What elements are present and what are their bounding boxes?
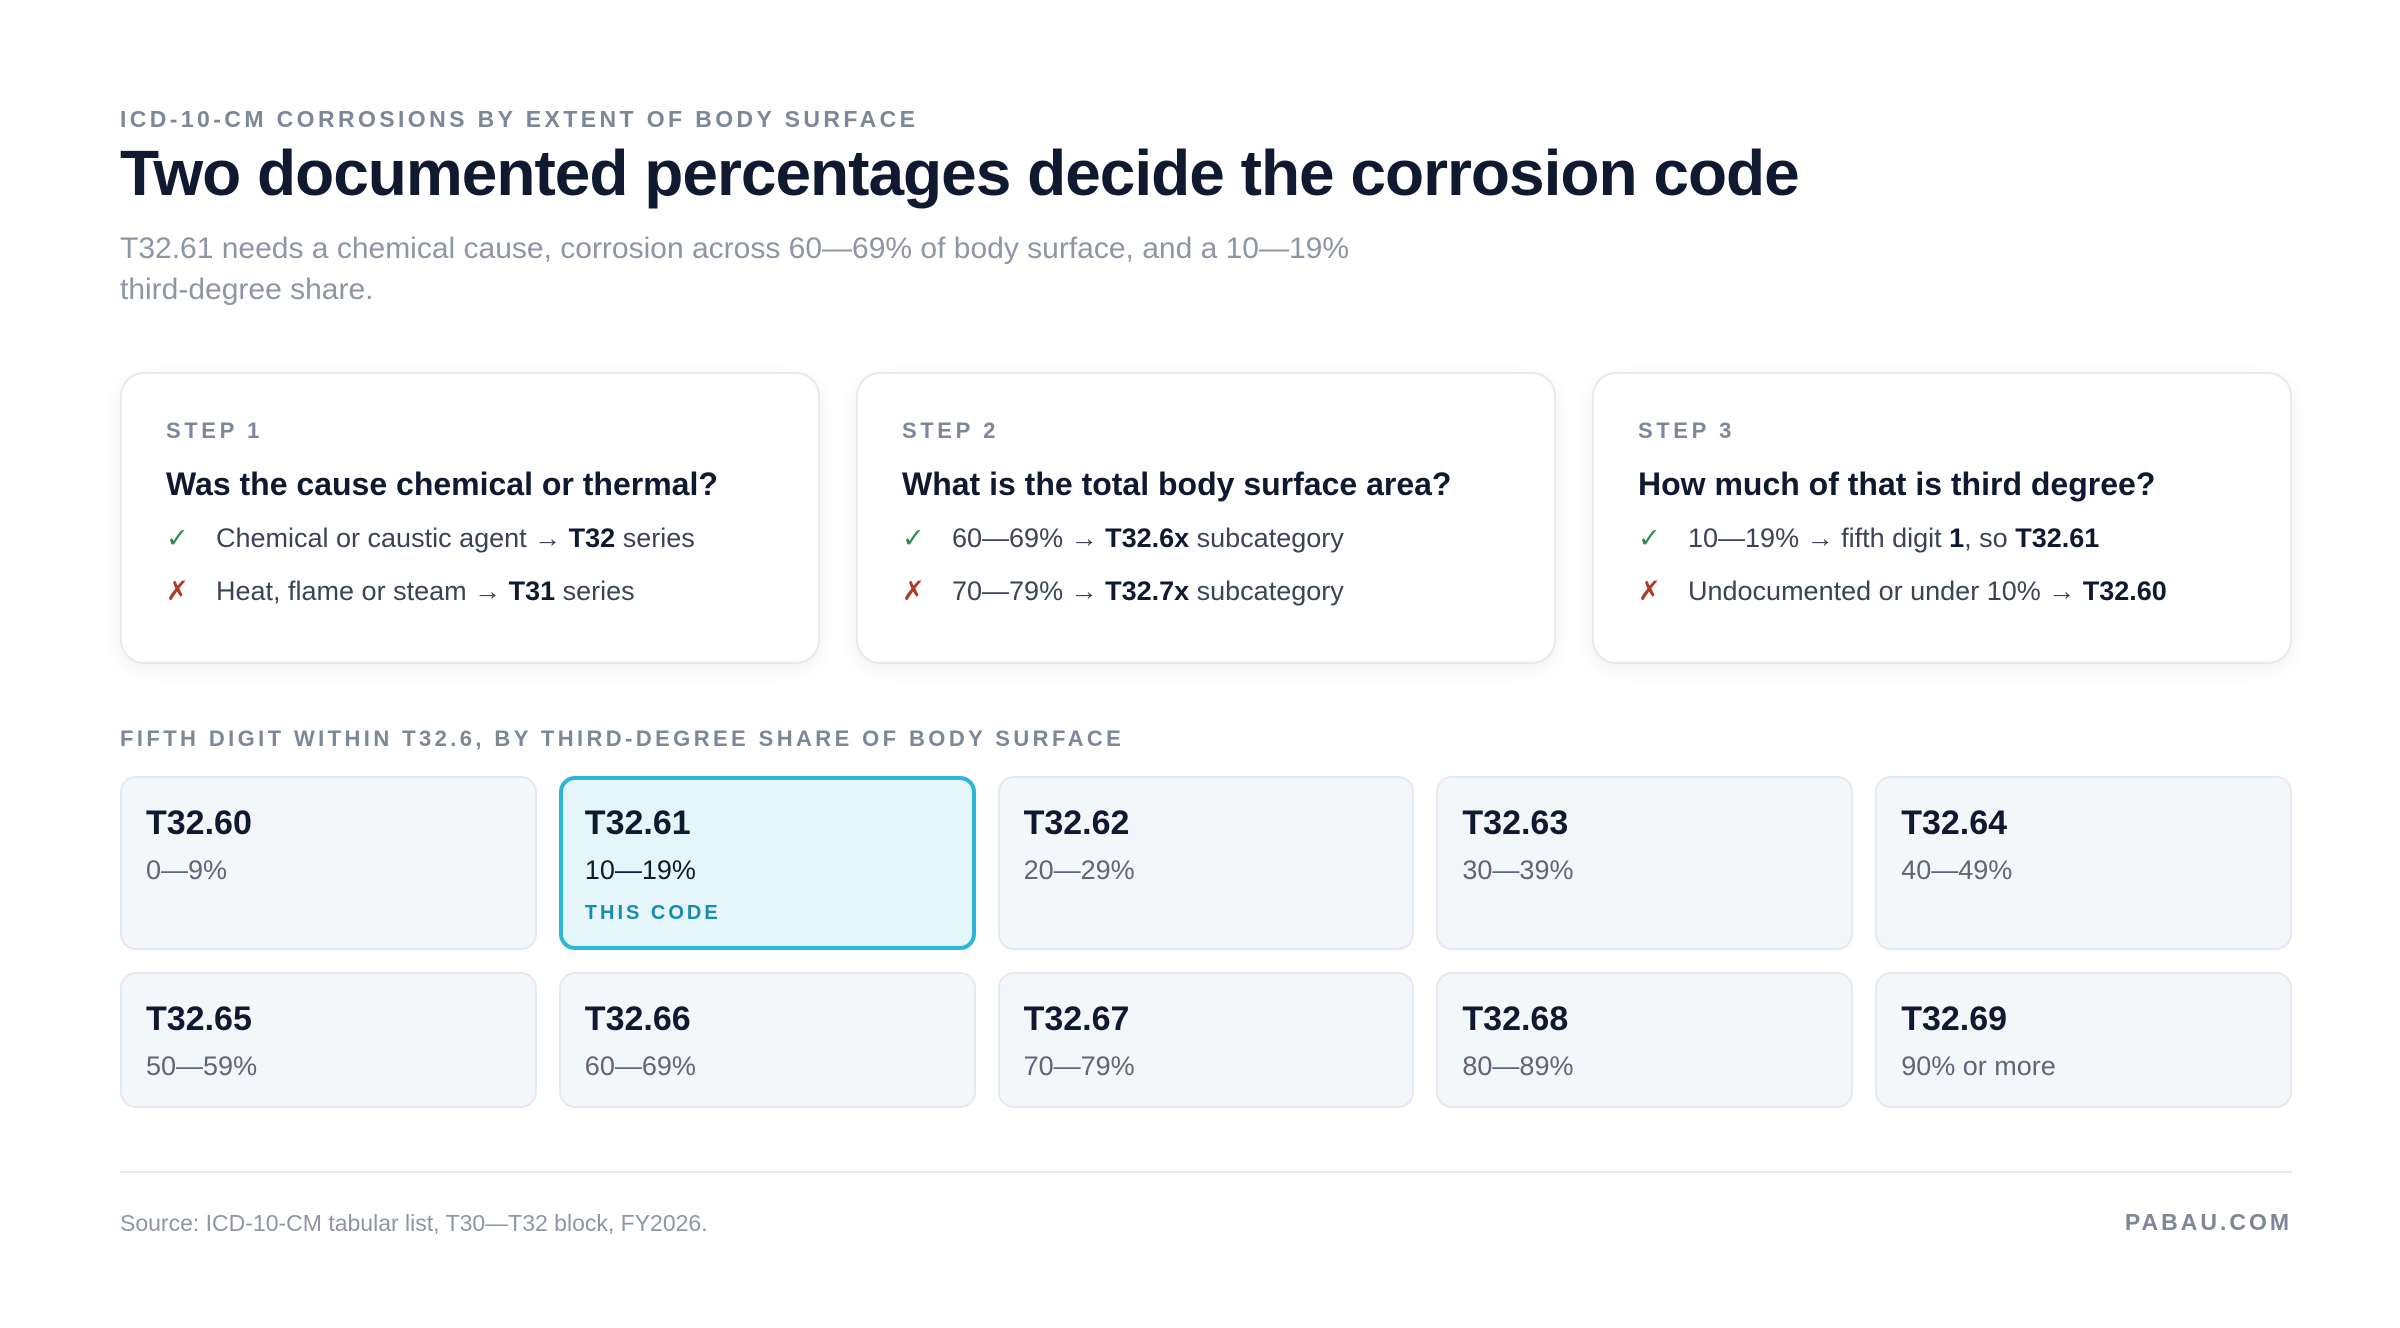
cross-icon: ✗ xyxy=(166,576,189,606)
code-value: T32.68 xyxy=(1462,1000,1569,1038)
step-label: STEP 2 xyxy=(902,418,1000,443)
option-text: Chemical or caustic agent → T32 series xyxy=(216,523,695,553)
option-text: Heat, flame or steam → T31 series xyxy=(216,576,635,606)
code-range: 20—29% xyxy=(1023,855,1135,885)
code-value: T32.64 xyxy=(1901,804,2008,842)
eyebrow: ICD-10-CM CORROSIONS BY EXTENT OF BODY S… xyxy=(120,106,919,132)
step-option: ✓ 10—19% → fifth digit 1, so T32.61 xyxy=(1638,523,2246,554)
step-question: Was the cause chemical or thermal? xyxy=(166,466,718,502)
option-text: 70—79% → T32.7x subcategory xyxy=(952,576,1344,606)
option-text: Undocumented or under 10% → T32.60 xyxy=(1688,576,2167,606)
step-question: What is the total body surface area? xyxy=(902,466,1452,502)
code-cell: T32.62 20—29% xyxy=(997,776,1415,950)
grid-label: FIFTH DIGIT WITHIN T32.6, BY THIRD-DEGRE… xyxy=(120,726,1125,751)
step-card-3: STEP 3 How much of that is third degree?… xyxy=(1592,372,2292,664)
code-range: 80—89% xyxy=(1462,1051,1574,1081)
code-row: T32.60 0—9% T32.61 10—19% THIS CODE T32.… xyxy=(120,776,2292,950)
step-option: ✓ Chemical or caustic agent → T32 series xyxy=(166,523,774,554)
code-range: 0—9% xyxy=(146,855,228,885)
page-title: Two documented percentages decide the co… xyxy=(120,137,1800,209)
code-range: 50—59% xyxy=(146,1051,258,1081)
step-option: ✗ Heat, flame or steam → T31 series xyxy=(166,576,774,607)
page-subtitle: T32.61 needs a chemical cause, corrosion… xyxy=(120,232,1350,306)
steps-panel: STEP 1 Was the cause chemical or thermal… xyxy=(120,372,2292,664)
code-cell: T32.64 40—49% xyxy=(1875,776,2292,950)
code-range: 90% or more xyxy=(1901,1051,2056,1081)
code-cell: T32.65 50—59% xyxy=(120,972,537,1108)
code-value: T32.67 xyxy=(1023,1000,1130,1038)
check-icon: ✓ xyxy=(166,523,189,553)
code-row: T32.65 50—59% T32.66 60—69% T32.67 70—79… xyxy=(120,972,2292,1108)
code-cell: T32.60 0—9% xyxy=(120,776,537,950)
this-code-badge: THIS CODE xyxy=(584,902,721,924)
code-value: T32.61 xyxy=(584,804,691,842)
code-cell: T32.69 90% or more xyxy=(1875,972,2292,1108)
step-option: ✓ 60—69% → T32.6x subcategory xyxy=(902,523,1510,554)
code-grid: T32.60 0—9% T32.61 10—19% THIS CODE T32.… xyxy=(120,776,2292,1108)
code-value: T32.62 xyxy=(1023,804,1130,842)
code-value: T32.65 xyxy=(146,1000,252,1038)
code-value: T32.66 xyxy=(584,1000,691,1038)
step-question: How much of that is third degree? xyxy=(1638,466,2156,502)
code-value: T32.60 xyxy=(146,804,252,842)
code-range: 60—69% xyxy=(584,1051,696,1081)
step-label: STEP 3 xyxy=(1638,418,1736,443)
source-note: Source: ICD-10-CM tabular list, T30—T32 … xyxy=(120,1210,708,1236)
brand-link[interactable]: PABAU.COM xyxy=(2124,1209,2292,1235)
code-range: 30—39% xyxy=(1462,855,1574,885)
code-cell: T32.66 60—69% xyxy=(558,972,976,1108)
step-option: ✗ 70—79% → T32.7x subcategory xyxy=(902,576,1510,607)
step-card-1: STEP 1 Was the cause chemical or thermal… xyxy=(120,372,820,664)
step-label: STEP 1 xyxy=(166,418,264,443)
check-icon: ✓ xyxy=(1638,523,1661,553)
code-value: T32.69 xyxy=(1901,1000,2008,1038)
check-icon: ✓ xyxy=(902,523,925,553)
cross-icon: ✗ xyxy=(1638,576,1661,606)
footer-divider xyxy=(120,1171,2292,1173)
code-range: 40—49% xyxy=(1901,855,2013,885)
code-cell: T32.67 70—79% xyxy=(997,972,1415,1108)
code-range: 70—79% xyxy=(1023,1051,1135,1081)
option-text: 10—19% → fifth digit 1, so T32.61 xyxy=(1688,523,2100,553)
option-text: 60—69% → T32.6x subcategory xyxy=(952,523,1344,553)
code-cell: T32.68 80—89% xyxy=(1436,972,1854,1108)
code-value: T32.63 xyxy=(1462,804,1569,842)
code-cell: T32.63 30—39% xyxy=(1436,776,1854,950)
step-card-2: STEP 2 What is the total body surface ar… xyxy=(856,372,1556,664)
code-cell-highlighted: T32.61 10—19% THIS CODE xyxy=(558,776,976,950)
code-range: 10—19% xyxy=(584,855,696,885)
cross-icon: ✗ xyxy=(902,576,925,606)
step-option: ✗ Undocumented or under 10% → T32.60 xyxy=(1638,576,2246,607)
